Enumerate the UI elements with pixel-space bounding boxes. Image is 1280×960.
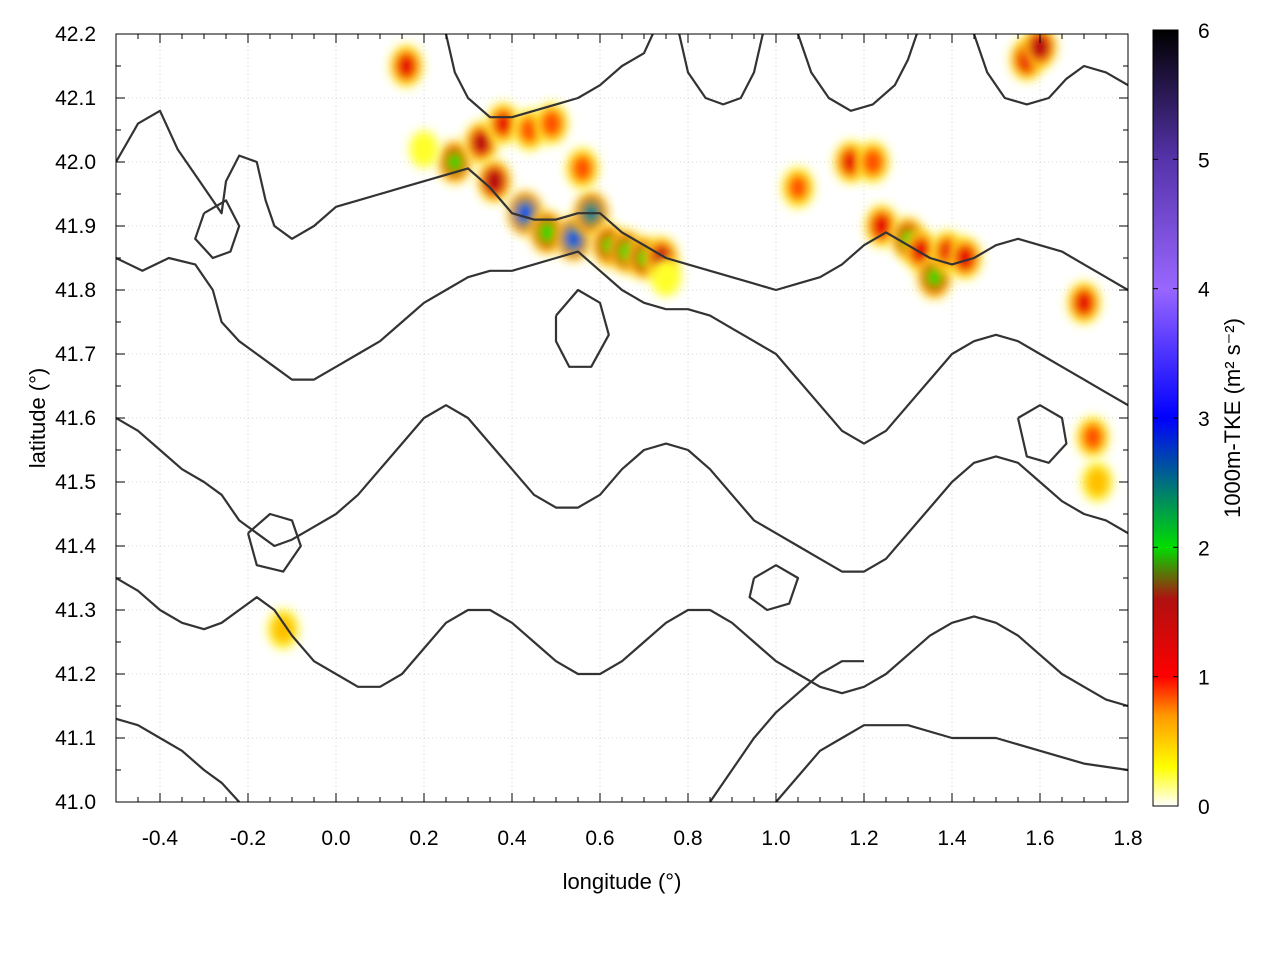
x-tick-label: 0.8 — [673, 827, 702, 850]
y-tick-label: 41.0 — [55, 791, 96, 814]
x-tick-label: -0.2 — [230, 827, 266, 850]
x-tick-label: 1.0 — [761, 827, 790, 850]
hotspot-level — [409, 130, 439, 168]
tke-hotspot — [650, 257, 682, 297]
y-tick-label: 42.2 — [55, 23, 96, 46]
hotspot-level — [485, 169, 504, 193]
hotspot-level — [650, 257, 682, 297]
tke-hotspot — [409, 130, 439, 168]
terrain-contour — [116, 250, 1128, 445]
y-tick-label: 41.3 — [55, 599, 96, 622]
tke-hotspot — [781, 167, 815, 209]
hotspot-level — [788, 174, 808, 201]
terrain-contour — [116, 109, 1128, 292]
tke-hotspot — [437, 139, 473, 185]
tke-hotspot — [477, 159, 512, 204]
hotspot-level — [571, 155, 593, 182]
tke-hotspot — [1022, 34, 1058, 69]
hotspot-level — [1085, 466, 1110, 498]
colorbar-tick-label: 6 — [1198, 20, 1210, 43]
terrain-contour — [194, 199, 241, 260]
contour-layer — [116, 34, 1128, 802]
x-tick-label: 0.2 — [409, 827, 438, 850]
terrain-contour — [1016, 404, 1068, 464]
x-tick-label: 0.0 — [321, 827, 350, 850]
tke-hotspot — [856, 141, 890, 183]
hotspot-level — [397, 54, 416, 78]
colorbar-tick-label: 5 — [1198, 149, 1210, 172]
hotspot-level — [538, 221, 556, 244]
y-tick-label: 41.6 — [55, 407, 96, 430]
terrain-contour — [678, 34, 764, 106]
y-tick-label: 42.0 — [55, 151, 96, 174]
tke-hotspot — [948, 236, 982, 280]
hotspot-level — [494, 112, 512, 135]
tke-hotspot — [1076, 416, 1110, 458]
y-tick-label: 41.8 — [55, 279, 96, 302]
terrain-contour — [116, 577, 1128, 708]
tke-hotspot — [566, 147, 599, 190]
y-tick-label: 41.1 — [55, 727, 96, 750]
x-axis: -0.4 -0.2 0.0 0.2 0.4 0.6 0.8 1.0 1.2 1.4 1.6 1.8 — [115, 34, 1143, 850]
hotspot-level — [1031, 36, 1049, 58]
terrain-contour — [709, 660, 864, 802]
hotspot-level — [447, 152, 463, 172]
terrain-contour — [116, 717, 241, 802]
x-tick-label: -0.4 — [142, 827, 179, 850]
hotspot-level — [1075, 291, 1093, 315]
terrain-contour — [972, 34, 1128, 106]
y-tick-label: 41.5 — [55, 471, 96, 494]
colorbar-tick-label: 1 — [1198, 667, 1210, 690]
colorbar-axis: 0 1 2 3 4 5 6 — [1153, 20, 1210, 819]
x-tick-label: 1.6 — [1025, 827, 1054, 850]
terrain-contour — [246, 512, 302, 573]
tke-hotspot — [529, 210, 565, 255]
tke-hotspot — [1067, 281, 1101, 325]
terrain-contour — [116, 404, 1128, 573]
hotspot-level — [567, 231, 580, 247]
hotspot-level — [540, 109, 563, 138]
tke-hotspot — [267, 609, 299, 650]
colorbar-title: 1000m-TKE (m² s⁻²) — [1220, 318, 1245, 518]
terrain-contour — [775, 724, 1128, 802]
colorbar-tick-label: 0 — [1198, 796, 1210, 819]
tke-hotspot — [389, 44, 424, 88]
y-tick-label: 41.4 — [55, 535, 96, 558]
terrain-contour — [554, 288, 610, 368]
y-tick-label: 41.2 — [55, 663, 96, 686]
hotspot-level — [841, 150, 860, 174]
terrain-contour — [444, 34, 654, 119]
hotspot-level — [926, 267, 943, 288]
x-axis-title: longitude (°) — [563, 869, 682, 894]
hotspot-level — [473, 133, 489, 153]
colorbar-tick-label: 2 — [1198, 537, 1210, 560]
y-tick-label: 41.9 — [55, 215, 96, 238]
terrain-contour — [748, 564, 800, 612]
y-axis: 41.0 41.1 41.2 41.3 41.4 41.5 41.6 41.7 41.8 41.9… — [55, 23, 1128, 814]
y-tick-label: 42.1 — [55, 87, 96, 110]
hotspot-level — [271, 613, 296, 645]
colorbar-tick-label: 4 — [1198, 279, 1210, 302]
hotspot-level — [1082, 423, 1104, 451]
x-tick-label: 0.6 — [585, 827, 614, 850]
hotspot-level — [861, 148, 884, 176]
colorbar-tick-label: 3 — [1198, 408, 1210, 431]
terrain-contour — [796, 34, 918, 112]
x-tick-label: 1.8 — [1113, 827, 1142, 850]
tke-hotspot — [535, 102, 569, 145]
x-tick-label: 0.4 — [497, 827, 527, 850]
y-axis-title: latitude (°) — [25, 368, 50, 469]
tke-hotspot — [1081, 461, 1113, 503]
x-tick-label: 1.2 — [849, 827, 878, 850]
heatmap-layer — [267, 34, 1113, 650]
hotspot-level — [955, 245, 975, 271]
x-tick-label: 1.4 — [937, 827, 967, 850]
hotspot-level — [519, 116, 541, 144]
y-tick-label: 41.7 — [55, 343, 96, 366]
